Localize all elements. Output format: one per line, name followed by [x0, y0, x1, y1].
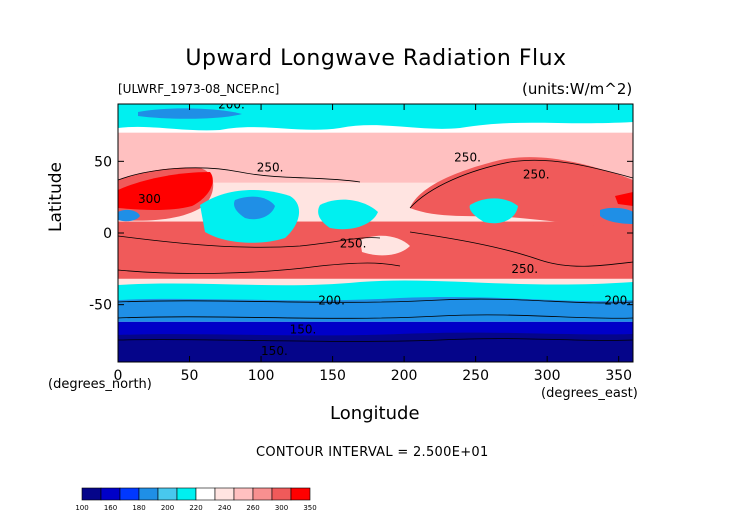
y-tick-label: 0 [103, 226, 112, 242]
south-light [360, 235, 410, 256]
tropical-blue-3 [600, 207, 633, 224]
legend-label: 220 [189, 504, 202, 512]
north-africa-warm [410, 157, 633, 230]
north-america-hot [118, 172, 213, 210]
contour-label: 250. [257, 160, 284, 174]
legend-label: 160 [104, 504, 117, 512]
legend-swatch [233, 487, 254, 501]
contour-label: 150. [261, 344, 288, 358]
legend-swatch [290, 487, 311, 501]
tropical-cyan-2 [318, 199, 378, 230]
contour-label: 200. [318, 294, 345, 308]
contour-label: 250. [523, 168, 550, 182]
arctic-cyan [118, 104, 633, 131]
legend-label: 260 [246, 504, 259, 512]
legend-swatch [81, 487, 102, 501]
legend-swatch [271, 487, 292, 501]
x-tick-label: 200 [391, 368, 418, 384]
x-tick-label: 300 [534, 368, 561, 384]
legend-swatch [252, 487, 273, 501]
y-tick-label: -50 [89, 298, 112, 314]
y-axis-label: Latitude [46, 162, 66, 232]
legend-label: 100 [75, 504, 88, 512]
contour-label: 200. [604, 294, 631, 308]
x-axis-label: Longitude [330, 403, 420, 424]
legend-swatch [176, 487, 197, 501]
legend-swatch [119, 487, 140, 501]
contour-label: 200. [218, 97, 245, 111]
legend-swatch [138, 487, 159, 501]
file-label: [ULWRF_1973-08_NCEP.nc] [118, 82, 280, 96]
contour-interval: CONTOUR INTERVAL = 2.500E+01 [256, 445, 489, 460]
legend-label: 200 [161, 504, 174, 512]
legend-swatch [100, 487, 121, 501]
tropical-hot-east [615, 192, 633, 206]
x-tick-label: 50 [181, 368, 199, 384]
x-tick-label: 250 [462, 368, 489, 384]
x-tick-label: 350 [605, 368, 632, 384]
south-blue-edge [118, 297, 633, 316]
contour-label: 150. [290, 322, 317, 336]
x-tick-label: 150 [319, 368, 346, 384]
chart-title: Upward Longwave Radiation Flux [185, 46, 567, 71]
x-axis-units: (degrees_east) [541, 386, 638, 401]
south-cyan-edge [118, 280, 633, 300]
legend-swatch [195, 487, 216, 501]
tropical-blue-1 [234, 196, 275, 220]
legend-label: 350 [303, 504, 316, 512]
antarctic-dark [118, 332, 633, 362]
tropical-cyan-3 [469, 198, 518, 224]
x-tick-label: 0 [114, 368, 123, 384]
legend-label: 180 [132, 504, 145, 512]
y-axis-units: (degrees_north) [48, 377, 152, 392]
tropical-blue-2 [118, 209, 140, 222]
contour-label: 300 [138, 192, 161, 206]
legend-label: 300 [275, 504, 288, 512]
y-tick-label: 50 [94, 154, 112, 170]
units-label: (units:W/m^2) [522, 80, 633, 98]
legend-swatch [214, 487, 235, 501]
contour-label: 250. [340, 236, 367, 250]
contour-label: 250. [454, 150, 481, 164]
north-polar-blue [138, 108, 242, 119]
region-shapes [118, 104, 633, 362]
contour-lines [118, 159, 633, 342]
legend-label: 240 [218, 504, 231, 512]
x-tick-label: 100 [248, 368, 275, 384]
east-asia-warm [118, 222, 140, 232]
contour-label: 250. [511, 262, 538, 276]
legend-swatch [157, 487, 178, 501]
